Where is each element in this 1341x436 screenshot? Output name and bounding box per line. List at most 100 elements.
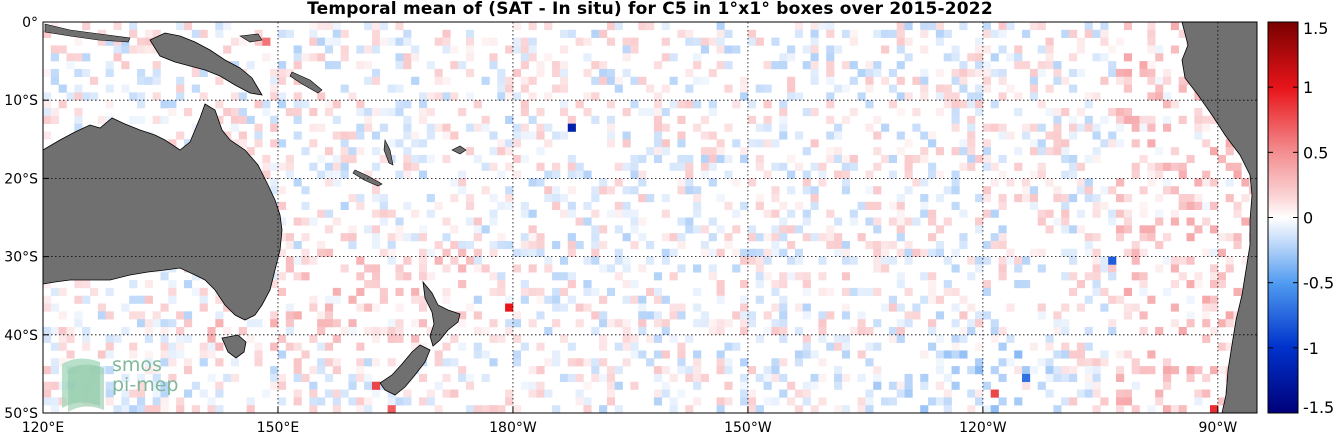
heat-cell: [787, 256, 796, 265]
x-tick-label: 180°W: [489, 420, 537, 436]
heat-cell: [1217, 154, 1226, 164]
heat-cell: [293, 373, 302, 383]
heat-cell: [841, 303, 851, 312]
heat-cell: [309, 162, 318, 171]
heat-cell: [1170, 45, 1179, 54]
heat-cell: [74, 280, 83, 289]
heat-cell: [364, 303, 373, 312]
heat-cell: [646, 108, 655, 117]
heat-cell: [66, 326, 75, 336]
heat-cell: [1194, 92, 1203, 101]
heat-cell: [575, 240, 584, 250]
heat-cell: [1123, 217, 1132, 226]
heat-cell: [309, 29, 318, 38]
heat-cell: [559, 334, 569, 343]
heat-cell: [371, 389, 381, 398]
heat-cell: [1225, 264, 1234, 273]
heat-cell: [293, 61, 302, 70]
heat-cell: [826, 209, 835, 218]
heat-cell: [105, 350, 114, 359]
heat-cell: [998, 154, 1007, 164]
heat-cell: [693, 287, 702, 296]
heat-cell: [395, 326, 404, 336]
heat-cell: [771, 139, 780, 148]
heat-cell: [794, 22, 804, 31]
heat-cell: [724, 233, 733, 242]
heat-cell: [677, 131, 686, 140]
heat-cell: [215, 381, 224, 390]
heat-cell: [716, 295, 725, 304]
heat-cell: [215, 358, 224, 367]
heat-cell: [489, 217, 498, 226]
heat-cell: [841, 154, 851, 164]
heat-cell: [395, 287, 404, 296]
heat-cell: [779, 53, 788, 62]
heat-cell: [340, 162, 349, 171]
heat-cell: [1225, 178, 1234, 187]
heat-cell: [395, 61, 404, 70]
heat-cell: [207, 350, 216, 359]
heat-cell: [332, 170, 341, 179]
heat-cell: [1045, 209, 1054, 218]
heat-cell: [317, 326, 326, 336]
heat-cell: [638, 22, 647, 31]
heat-cell: [802, 147, 811, 156]
heat-cell: [160, 272, 169, 281]
heat-cell: [606, 209, 616, 218]
heat-cell: [450, 225, 459, 234]
heat-cell: [693, 366, 702, 375]
heat-cell: [724, 201, 733, 210]
heat-cell: [904, 381, 913, 390]
heat-cell: [763, 373, 772, 383]
heat-cell: [614, 76, 623, 85]
heat-cell: [324, 37, 334, 46]
heat-cell: [168, 350, 177, 359]
heat-cell: [1163, 178, 1172, 187]
heat-cell: [371, 209, 381, 218]
heat-cell: [183, 311, 193, 320]
heat-cell: [1131, 240, 1140, 250]
heat-cell: [1053, 123, 1062, 132]
heat-cell: [646, 147, 655, 156]
x-tick-label: 120°W: [959, 420, 1007, 436]
heat-cell: [998, 123, 1007, 132]
heat-cell: [293, 240, 302, 250]
heat-cell: [411, 209, 420, 218]
heat-cell: [849, 209, 858, 218]
heat-cell: [1084, 381, 1093, 390]
heat-cell: [434, 381, 443, 390]
heat-cell: [638, 295, 647, 304]
heat-cell: [622, 342, 631, 351]
heat-cell: [779, 358, 788, 367]
heat-cell: [920, 68, 929, 78]
heat-cell: [826, 154, 835, 164]
heat-cell: [270, 373, 279, 383]
heat-cell: [920, 350, 929, 359]
heat-cell: [1053, 131, 1062, 140]
heat-cell: [614, 209, 623, 218]
heat-cell: [700, 162, 710, 171]
heat-cell: [700, 115, 710, 124]
heat-cell: [857, 233, 866, 242]
heat-cell: [1155, 240, 1164, 250]
heat-cell: [810, 233, 819, 242]
heat-cell: [520, 61, 529, 70]
heat-cell: [826, 311, 835, 320]
heat-cell: [1178, 201, 1187, 210]
heat-cell: [943, 373, 952, 383]
heat-cell: [1123, 115, 1132, 124]
heat-cell: [285, 319, 294, 328]
heat-cell: [1045, 61, 1054, 70]
heat-cell: [1131, 405, 1140, 413]
heat-cell: [1053, 405, 1062, 413]
heat-cell: [622, 209, 631, 218]
heat-cell: [1037, 61, 1046, 70]
heat-cell: [528, 131, 537, 140]
heat-cell: [1014, 53, 1023, 62]
heat-cell: [497, 84, 506, 93]
heat-cell: [317, 53, 326, 62]
heat-cell: [223, 373, 232, 383]
heat-cell: [371, 68, 381, 78]
heat-cell: [43, 108, 52, 117]
heat-cell: [1139, 272, 1148, 281]
